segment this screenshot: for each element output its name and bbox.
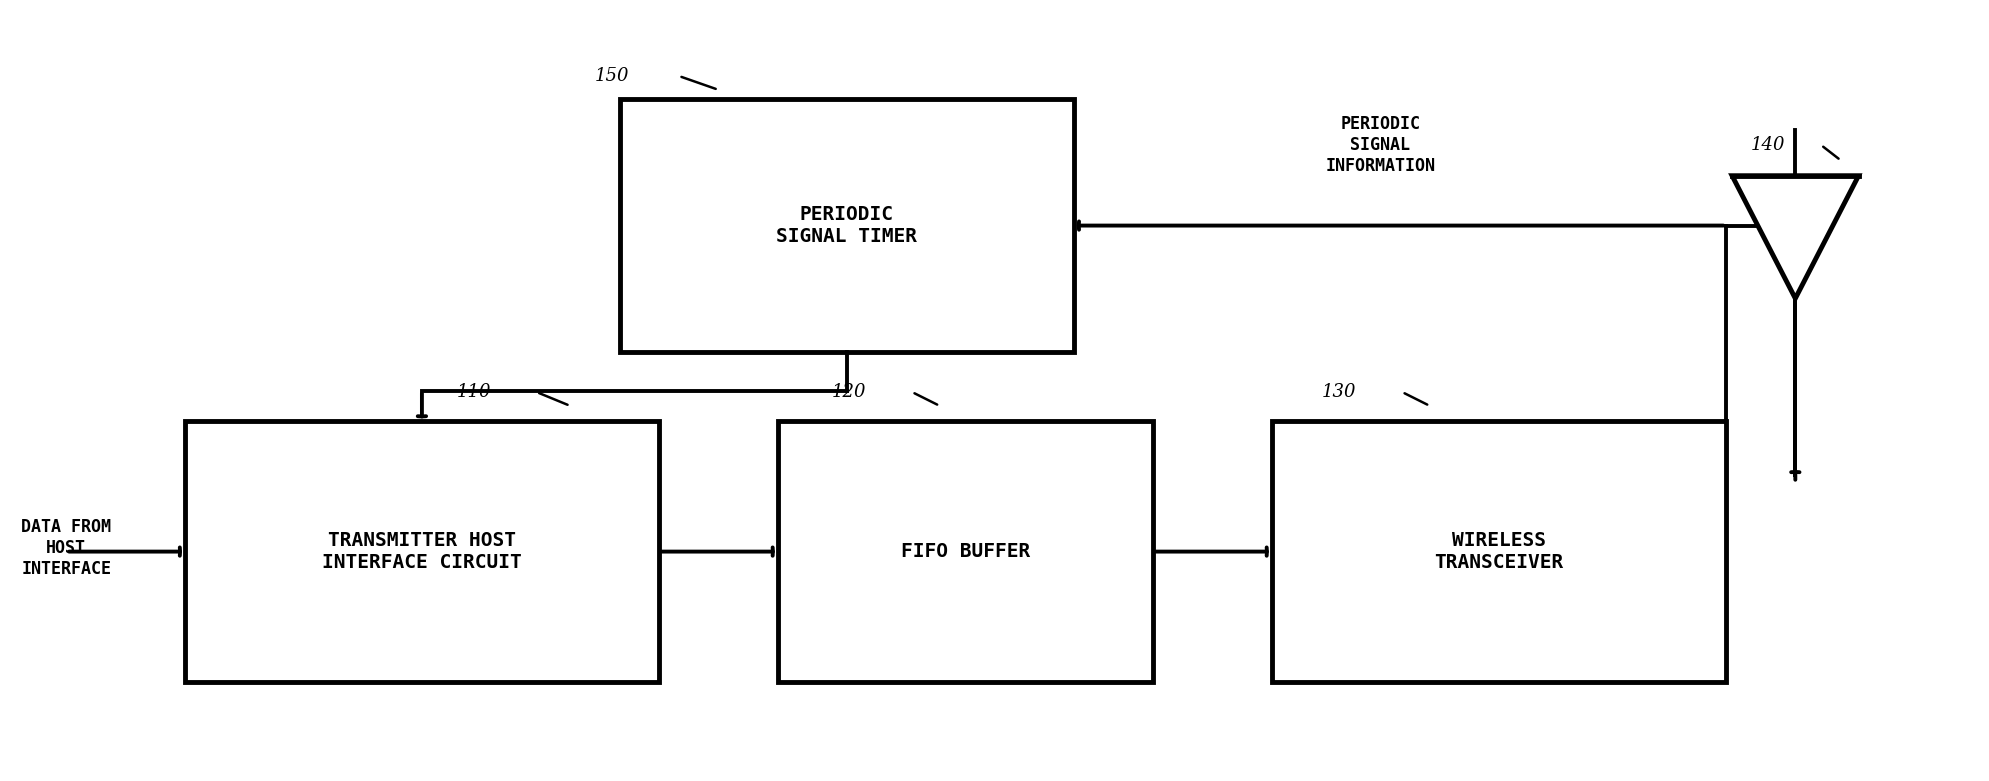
Text: 150: 150 xyxy=(595,67,629,85)
Text: PERIODIC
SIGNAL
INFORMATION: PERIODIC SIGNAL INFORMATION xyxy=(1325,116,1434,175)
Text: DATA FROM
HOST
INTERFACE: DATA FROM HOST INTERFACE xyxy=(22,518,111,578)
Bar xyxy=(778,421,1152,682)
Text: PERIODIC
SIGNAL TIMER: PERIODIC SIGNAL TIMER xyxy=(776,205,917,246)
Text: FIFO BUFFER: FIFO BUFFER xyxy=(901,542,1030,561)
Bar xyxy=(1271,421,1724,682)
Text: 140: 140 xyxy=(1750,136,1784,154)
Text: 120: 120 xyxy=(831,383,865,401)
Polygon shape xyxy=(1730,176,1858,298)
Text: TRANSMITTER HOST
INTERFACE CIRCUIT: TRANSMITTER HOST INTERFACE CIRCUIT xyxy=(322,531,521,572)
Text: WIRELESS
TRANSCEIVER: WIRELESS TRANSCEIVER xyxy=(1434,531,1563,572)
Text: 130: 130 xyxy=(1321,383,1356,401)
Text: 110: 110 xyxy=(455,383,491,401)
Bar xyxy=(619,99,1074,352)
Bar xyxy=(185,421,658,682)
